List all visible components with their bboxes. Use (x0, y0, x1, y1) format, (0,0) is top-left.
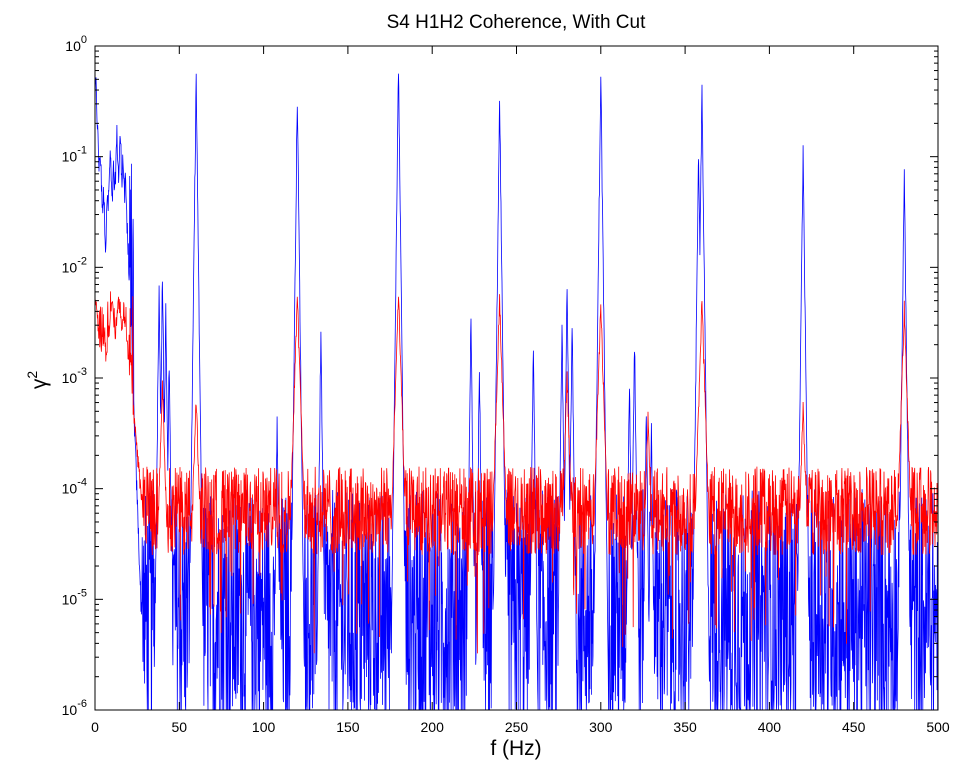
y-tick-label-exponent: -4 (77, 477, 87, 489)
y-tick-label-exponent: 0 (81, 34, 87, 46)
x-tick-label: 150 (336, 719, 360, 735)
y-tick-label-base: 10 (62, 591, 78, 607)
x-tick-label: 250 (505, 719, 529, 735)
x-tick-label: 100 (252, 719, 276, 735)
y-tick-label-base: 10 (62, 259, 78, 275)
x-tick-label: 50 (172, 719, 188, 735)
y-axis-label-base: γ (28, 378, 51, 389)
y-tick-label: 10-1 (62, 145, 87, 165)
x-tick-label: 350 (673, 719, 697, 735)
x-tick-label: 400 (758, 719, 782, 735)
y-tick-label-base: 10 (62, 370, 78, 386)
ticks-layer: 0 50 100 150 200 250 300 350 400 450 50010-610-510… (62, 34, 950, 735)
x-axis-label: f (Hz) (490, 737, 541, 760)
y-axis-label: γ2 (24, 371, 51, 390)
y-tick-label: 100 (65, 34, 87, 54)
y-tick-label: 10-2 (62, 255, 87, 275)
chart-title: S4 H1H2 Coherence, With Cut (387, 12, 646, 33)
series-red-line (94, 291, 939, 654)
y-tick-label: 10-4 (62, 477, 87, 497)
y-tick-label-exponent: -5 (77, 587, 87, 599)
y-axis-label-superscript: 2 (24, 371, 40, 379)
y-tick-label-exponent: -1 (77, 145, 87, 157)
y-tick-label: 10-6 (62, 698, 87, 718)
y-tick-label-base: 10 (62, 149, 78, 165)
x-tick-label: 450 (842, 719, 866, 735)
y-tick-label-exponent: -6 (77, 698, 87, 710)
y-tick-label: 10-3 (62, 366, 87, 386)
x-tick-label: 500 (926, 719, 950, 735)
x-tick-label: 300 (589, 719, 613, 735)
y-tick-label-base: 10 (65, 38, 81, 54)
y-tick-label-exponent: -2 (77, 255, 87, 267)
x-tick-label: 0 (91, 719, 99, 735)
y-tick-label: 10-5 (62, 587, 87, 607)
y-tick-label-base: 10 (62, 702, 78, 718)
y-tick-label-exponent: -3 (77, 366, 87, 378)
x-tick-label: 200 (421, 719, 445, 735)
y-tick-label-base: 10 (62, 481, 78, 497)
